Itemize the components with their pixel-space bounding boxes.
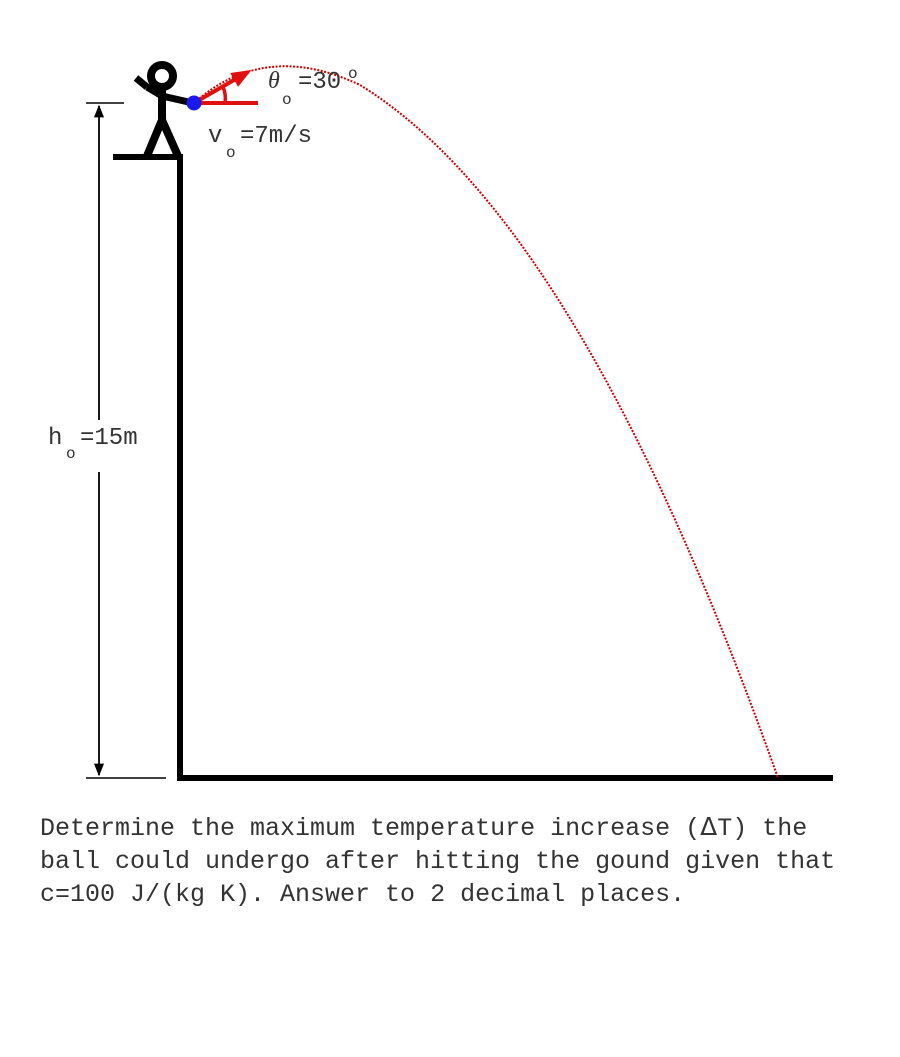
angle-arc [221, 86, 228, 104]
figure-left-upper-arm [145, 83, 164, 100]
question-text-part1: Determine the maximum temperature increa… [40, 814, 701, 843]
angle-label: θ o =30 o [268, 65, 358, 112]
figure-left-forearm [133, 75, 150, 90]
figure-left-leg [143, 118, 166, 158]
figure-head [147, 61, 177, 91]
trajectory-curve [193, 65, 779, 779]
stick-figure [133, 61, 194, 158]
question-text: Determine the maximum temperature increa… [40, 810, 870, 911]
question-text-part2: T) the ball could undergo after hitting … [40, 814, 836, 909]
figure-right-leg [158, 118, 182, 158]
height-label: h o =15m [48, 425, 138, 466]
projectile-diagram: θ o =30 o v o =7m/s h o =15m [48, 61, 833, 781]
velocity-vector-arrow [193, 70, 252, 105]
velocity-label: v o =7m/s [208, 123, 312, 165]
delta-symbol: Δ [700, 812, 718, 841]
ball [186, 95, 202, 111]
